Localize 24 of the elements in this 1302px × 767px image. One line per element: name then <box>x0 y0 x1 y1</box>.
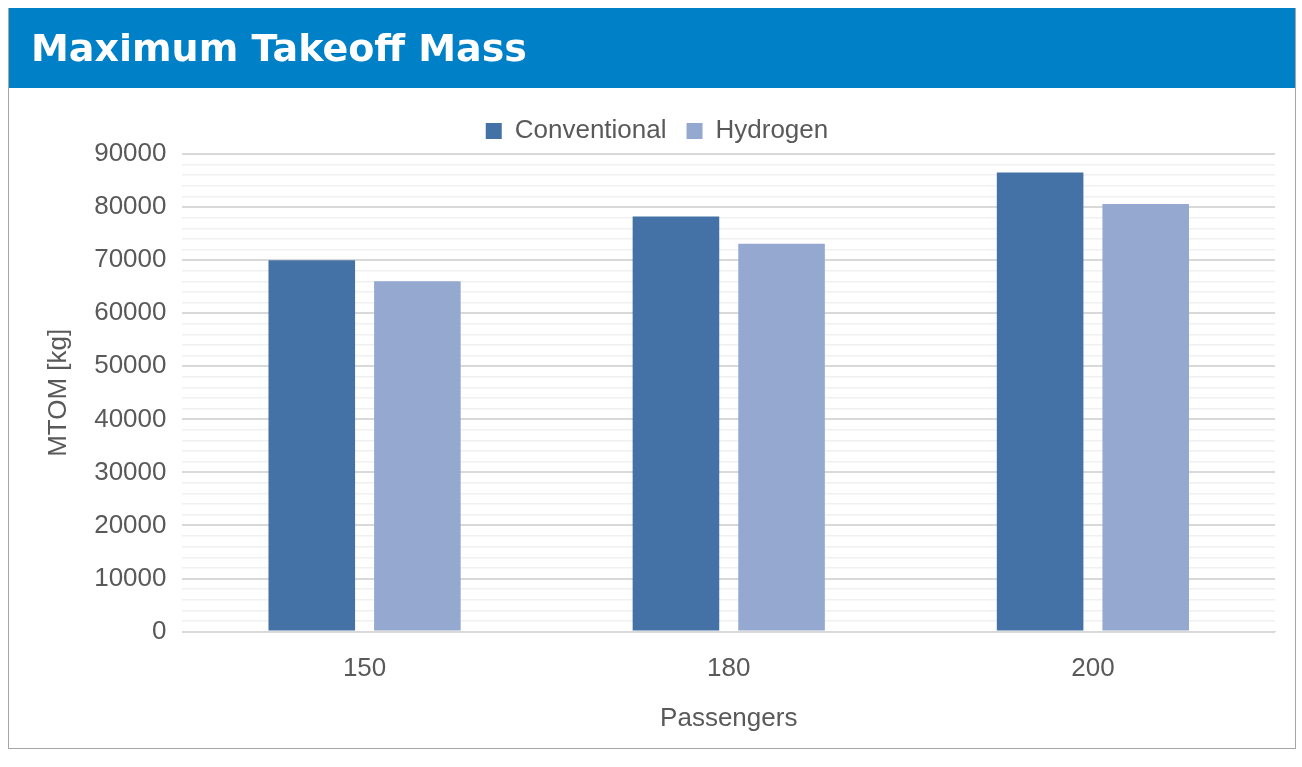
y-tick-label: 10000 <box>94 561 167 592</box>
bar <box>996 172 1084 631</box>
y-tick-label: 0 <box>152 614 167 645</box>
x-tick-label: 180 <box>707 652 751 683</box>
x-tick-label: 200 <box>1071 652 1115 683</box>
y-tick-label: 20000 <box>94 508 167 539</box>
chart-title: Maximum Takeoff Mass <box>31 26 527 70</box>
bar <box>374 281 461 631</box>
bar <box>1102 203 1190 631</box>
legend-label: Hydrogen <box>715 114 829 145</box>
y-tick-label: 40000 <box>94 402 167 433</box>
y-tick-label: 70000 <box>94 243 167 274</box>
x-axis-title: Passengers <box>660 701 798 732</box>
y-tick-label: 50000 <box>94 349 167 380</box>
y-tick-label: 80000 <box>94 190 167 221</box>
y-tick-label: 90000 <box>94 137 167 168</box>
y-tick-label: 60000 <box>94 296 167 327</box>
x-tick-label: 150 <box>342 652 387 683</box>
bar <box>738 243 825 631</box>
y-tick-label: 30000 <box>94 455 167 486</box>
legend-label: Conventional <box>514 114 667 145</box>
bar <box>268 260 356 631</box>
y-axis-title: MTOM [kg] <box>41 328 72 457</box>
bar <box>632 216 720 631</box>
